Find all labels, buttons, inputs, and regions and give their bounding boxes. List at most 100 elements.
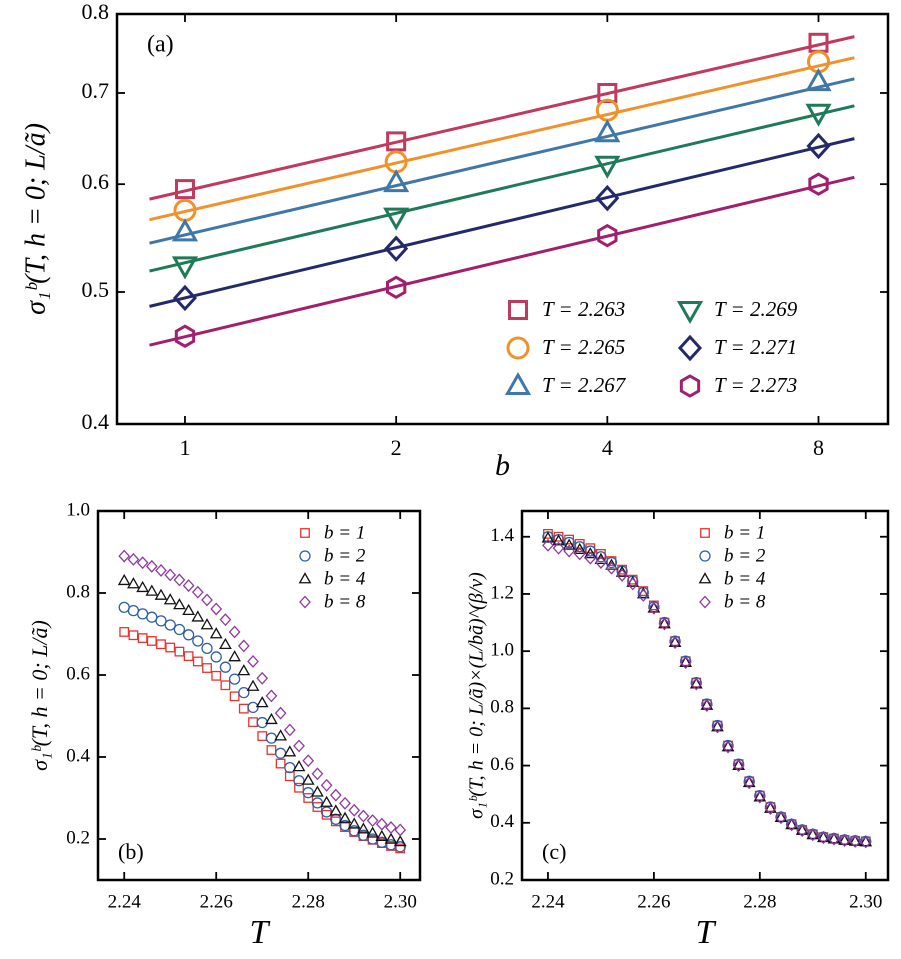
legend-label: b = 2 — [324, 545, 366, 566]
marker — [311, 797, 324, 809]
marker — [182, 603, 195, 616]
marker — [274, 747, 287, 759]
marker — [742, 775, 756, 788]
marker — [637, 588, 650, 602]
marker — [357, 809, 370, 823]
marker — [689, 677, 703, 689]
marker — [805, 103, 832, 127]
marker — [849, 834, 862, 848]
marker — [732, 759, 745, 773]
marker — [721, 740, 735, 752]
marker — [329, 788, 342, 802]
marker — [137, 633, 148, 643]
legend-label: b = 8 — [324, 591, 366, 612]
legend-label: T = 2.269 — [714, 297, 798, 321]
marker — [247, 655, 259, 668]
x-tick-label: 4 — [602, 435, 613, 460]
marker — [256, 671, 269, 685]
marker — [806, 827, 820, 840]
marker — [209, 627, 223, 639]
marker — [311, 767, 324, 781]
legend-label: b = 8 — [724, 591, 766, 612]
marker — [174, 646, 185, 657]
marker — [210, 651, 222, 663]
marker — [817, 831, 830, 845]
marker — [838, 833, 851, 845]
panel-label: (b) — [118, 839, 144, 864]
marker — [375, 829, 389, 841]
marker — [155, 615, 167, 627]
marker — [228, 650, 241, 662]
fit-line — [149, 35, 855, 201]
marker — [594, 552, 608, 565]
legend-label: b = 1 — [724, 522, 765, 543]
marker — [339, 796, 351, 810]
marker — [220, 680, 231, 691]
marker — [394, 841, 406, 853]
legend-marker — [506, 336, 530, 360]
marker — [292, 760, 306, 772]
legend-marker — [508, 300, 528, 320]
panel-label: (a) — [147, 32, 174, 58]
marker — [192, 635, 204, 647]
legend-label: T = 2.263 — [542, 297, 625, 321]
marker — [753, 790, 766, 804]
y-tick-label: 0.6 — [82, 169, 110, 194]
marker — [669, 636, 681, 650]
marker — [265, 732, 278, 744]
marker — [366, 826, 379, 838]
marker — [541, 531, 555, 543]
marker — [764, 801, 777, 813]
marker — [574, 541, 586, 553]
marker — [173, 623, 186, 636]
marker — [828, 832, 840, 846]
marker — [626, 577, 639, 591]
marker — [700, 698, 714, 710]
marker — [385, 275, 407, 300]
legend-label: b = 4 — [724, 568, 766, 589]
marker — [191, 585, 204, 599]
legend-marker — [677, 334, 703, 362]
marker — [679, 655, 693, 668]
legend-label: T = 2.273 — [714, 373, 797, 397]
marker — [173, 598, 186, 610]
y-tick-label: 0.4 — [82, 409, 110, 434]
marker — [202, 663, 212, 673]
marker — [764, 802, 777, 815]
marker — [163, 593, 177, 605]
marker — [838, 834, 851, 847]
marker — [594, 155, 621, 179]
marker — [393, 835, 407, 847]
marker — [174, 179, 195, 200]
legend-marker — [298, 572, 312, 584]
marker — [605, 561, 618, 575]
marker — [648, 601, 660, 615]
marker — [647, 601, 661, 613]
x-tick-label: 2.24 — [108, 891, 142, 912]
marker — [573, 542, 587, 555]
marker — [136, 608, 149, 620]
plot-frame — [96, 509, 422, 882]
marker — [817, 830, 830, 843]
marker — [173, 573, 186, 587]
marker — [552, 541, 565, 555]
marker — [552, 534, 565, 546]
legend-label: b = 2 — [724, 545, 766, 566]
y-tick-label: 0.8 — [82, 0, 110, 24]
legend-label: T = 2.265 — [542, 335, 625, 359]
marker — [386, 131, 407, 152]
marker — [156, 639, 166, 650]
marker — [573, 547, 586, 561]
marker — [616, 568, 628, 582]
marker — [615, 565, 629, 577]
marker — [246, 679, 260, 691]
marker — [219, 661, 232, 673]
x-tick-label: 2.24 — [531, 891, 565, 912]
marker — [247, 701, 259, 714]
marker — [722, 740, 734, 754]
marker — [785, 817, 798, 830]
marker — [238, 703, 249, 714]
y-axis-label: σ₁ᵇ(T, h = 0; L/ã)×(L/bã)^(β/ν) — [466, 572, 488, 819]
marker — [201, 593, 213, 607]
x-tick-label: 1 — [179, 435, 190, 460]
